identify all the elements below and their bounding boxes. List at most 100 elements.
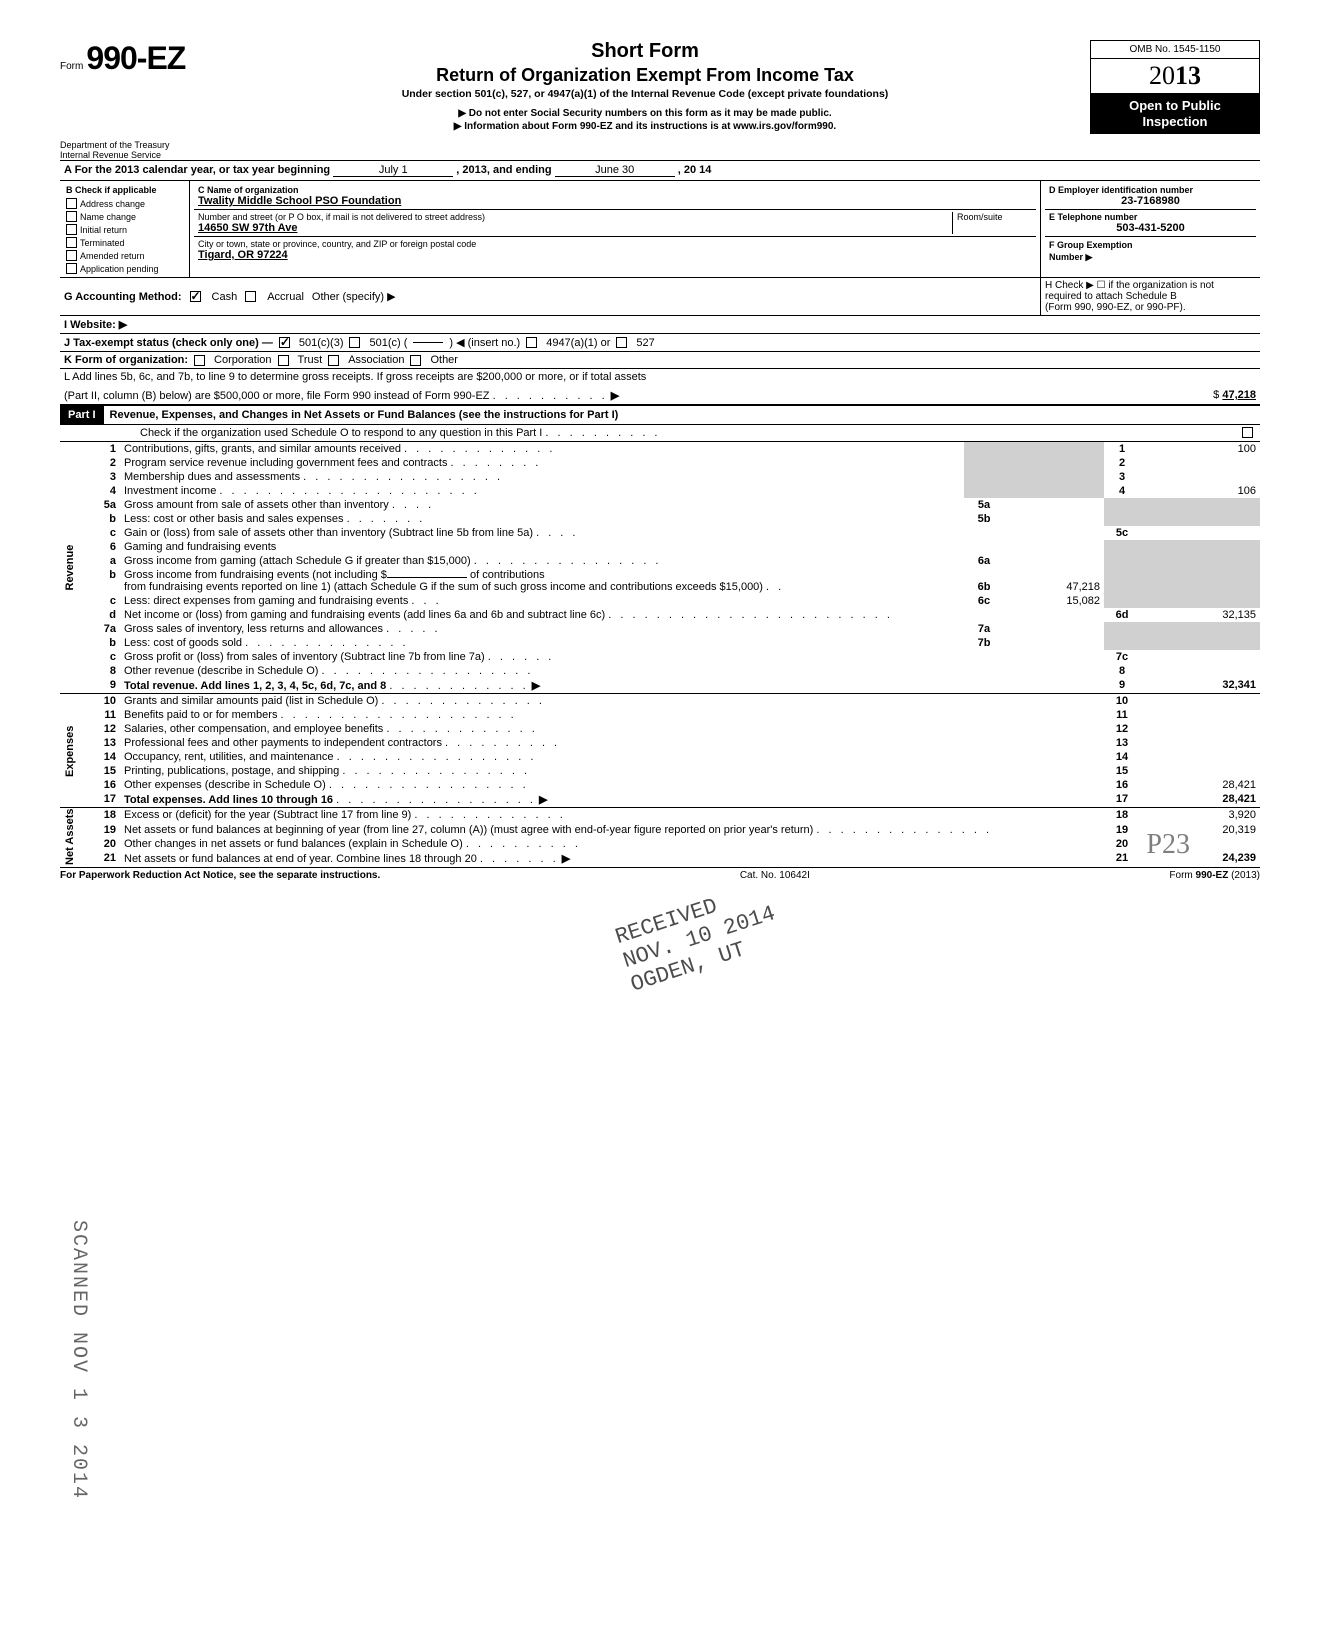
line-14-value: [1140, 750, 1260, 764]
line-9-value: 32,341: [1140, 678, 1260, 694]
line-17-value: 28,421: [1140, 792, 1260, 808]
check-address-change[interactable]: Address change: [64, 197, 185, 210]
section-b-title: B Check if applicable: [64, 183, 185, 197]
line-a-label: A For the 2013 calendar year, or tax yea…: [64, 164, 330, 176]
instruction-1: ▶ Do not enter Social Security numbers o…: [210, 108, 1080, 119]
line-5a-value: [1004, 498, 1104, 512]
form-number: 990-EZ: [86, 40, 185, 76]
line-a: A For the 2013 calendar year, or tax yea…: [60, 161, 1260, 181]
check-name-change[interactable]: Name change: [64, 210, 185, 223]
line-i: I Website: ▶: [60, 316, 1260, 334]
check-corporation[interactable]: [194, 355, 205, 366]
page-footer: For Paperwork Reduction Act Notice, see …: [60, 867, 1260, 881]
title-column: Short Form Return of Organization Exempt…: [210, 40, 1080, 132]
line-6c-value: 15,082: [1004, 594, 1104, 608]
line-5b-value: [1004, 512, 1104, 526]
right-info-boxes: OMB No. 1545-1150 2013 Open to Public In…: [1090, 40, 1260, 134]
section-d: D Employer identification number 23-7168…: [1040, 181, 1260, 277]
line-g-label: G Accounting Method:: [64, 291, 182, 303]
received-stamp: RECEIVEDNOV. 10 2014OGDEN, UT: [612, 877, 786, 997]
department-row: Department of the Treasury Internal Reve…: [60, 134, 1260, 161]
check-4947[interactable]: [526, 337, 537, 348]
part-1-title: Revenue, Expenses, and Changes in Net As…: [104, 406, 625, 424]
part-1-check-row: Check if the organization used Schedule …: [60, 425, 1260, 442]
short-form-label: Short Form: [210, 40, 1080, 63]
form-title: Return of Organization Exempt From Incom…: [210, 65, 1080, 86]
check-amended[interactable]: Amended return: [64, 249, 185, 262]
city-state-zip: Tigard, OR 97224: [198, 249, 1032, 261]
revenue-side-label: Revenue: [60, 442, 84, 694]
check-527[interactable]: [616, 337, 627, 348]
room-suite-label: Room/suite: [957, 212, 1032, 222]
line-j: J Tax-exempt status (check only one) — 5…: [60, 334, 1260, 352]
line-10-value: [1140, 694, 1260, 709]
check-cash[interactable]: [190, 291, 201, 302]
form-subtitle: Under section 501(c), 527, or 4947(a)(1)…: [210, 88, 1080, 100]
line-k: K Form of organization: Corporation Trus…: [60, 352, 1260, 369]
check-application-pending[interactable]: Application pending: [64, 262, 185, 275]
check-501c[interactable]: [349, 337, 360, 348]
net-assets-side-label: Net Assets: [60, 808, 84, 867]
org-name-row: C Name of organization Twality Middle Sc…: [194, 183, 1036, 210]
form-number-box: Form 990-EZ: [60, 40, 200, 77]
line-12-value: [1140, 722, 1260, 736]
line-7b-value: [1004, 636, 1104, 650]
line-5c-value: [1140, 526, 1260, 540]
section-c: C Name of organization Twality Middle Sc…: [190, 181, 1040, 277]
line-7c-value: [1140, 650, 1260, 664]
address-row: Number and street (or P O box, if mail i…: [194, 210, 1036, 237]
year-bold: 13: [1175, 61, 1201, 90]
line-8-value: [1140, 664, 1260, 678]
instruction-2: ▶ Information about Form 990-EZ and its …: [210, 121, 1080, 132]
check-trust[interactable]: [278, 355, 289, 366]
omb-number: OMB No. 1545-1150: [1090, 40, 1260, 59]
line-6a-value: [1004, 554, 1104, 568]
check-501c3[interactable]: [279, 337, 290, 348]
expenses-side-label: Expenses: [60, 694, 84, 808]
line-11-value: [1140, 708, 1260, 722]
street-address: 14650 SW 97th Ave: [198, 222, 952, 234]
line-13-value: [1140, 736, 1260, 750]
line-6d-value: 32,135: [1140, 608, 1260, 622]
check-other-org[interactable]: [410, 355, 421, 366]
check-accrual[interactable]: [245, 291, 256, 302]
form-prefix: Form: [60, 61, 83, 72]
part-1-header: Part I Revenue, Expenses, and Changes in…: [60, 405, 1260, 425]
line-6b-value: 47,218: [1004, 568, 1104, 594]
check-initial-return[interactable]: Initial return: [64, 223, 185, 236]
section-b: B Check if applicable Address change Nam…: [60, 181, 190, 277]
part-1-table: Revenue 1 Contributions, gifts, grants, …: [60, 442, 1260, 866]
line-16-value: 28,421: [1140, 778, 1260, 792]
telephone: 503-431-5200: [1049, 222, 1252, 234]
check-association[interactable]: [328, 355, 339, 366]
line-4-value: 106: [1140, 484, 1260, 498]
scanned-stamp: SCANNED NOV 1 3 2014: [67, 1220, 90, 1500]
form-footer-label: Form 990-EZ (2013): [1169, 870, 1260, 881]
department: Department of the Treasury Internal Reve…: [60, 134, 200, 160]
line-3-value: [1140, 470, 1260, 484]
initials-mark: P23: [1146, 829, 1190, 861]
ein: 23-7168980: [1049, 195, 1252, 207]
open-to-public: Open to Public Inspection: [1090, 94, 1260, 134]
line-2-value: [1140, 456, 1260, 470]
line-h: H Check ▶ ☐ if the organization is not r…: [1040, 278, 1260, 315]
paperwork-notice: For Paperwork Reduction Act Notice, see …: [60, 870, 380, 881]
line-18-value: 3,920: [1140, 808, 1260, 823]
tax-year: 2013: [1090, 59, 1260, 94]
form-header: Form 990-EZ Short Form Return of Organiz…: [60, 40, 1260, 134]
part-1-tag: Part I: [60, 406, 104, 424]
line-g-h: G Accounting Method: Cash Accrual Other …: [60, 278, 1260, 316]
org-name: Twality Middle School PSO Foundation: [198, 195, 1032, 207]
check-schedule-o[interactable]: [1242, 427, 1253, 438]
tax-year-begin: July 1: [333, 164, 453, 177]
gross-receipts: 47,218: [1222, 389, 1256, 401]
line-15-value: [1140, 764, 1260, 778]
tax-year-end: June 30: [555, 164, 675, 177]
catalog-number: Cat. No. 10642I: [740, 870, 810, 881]
year-prefix: 20: [1149, 61, 1175, 90]
line-7a-value: [1004, 622, 1104, 636]
bcd-block: B Check if applicable Address change Nam…: [60, 181, 1260, 278]
line-l: L Add lines 5b, 6c, and 7b, to line 9 to…: [60, 369, 1260, 405]
city-row: City or town, state or province, country…: [194, 237, 1036, 263]
check-terminated[interactable]: Terminated: [64, 236, 185, 249]
